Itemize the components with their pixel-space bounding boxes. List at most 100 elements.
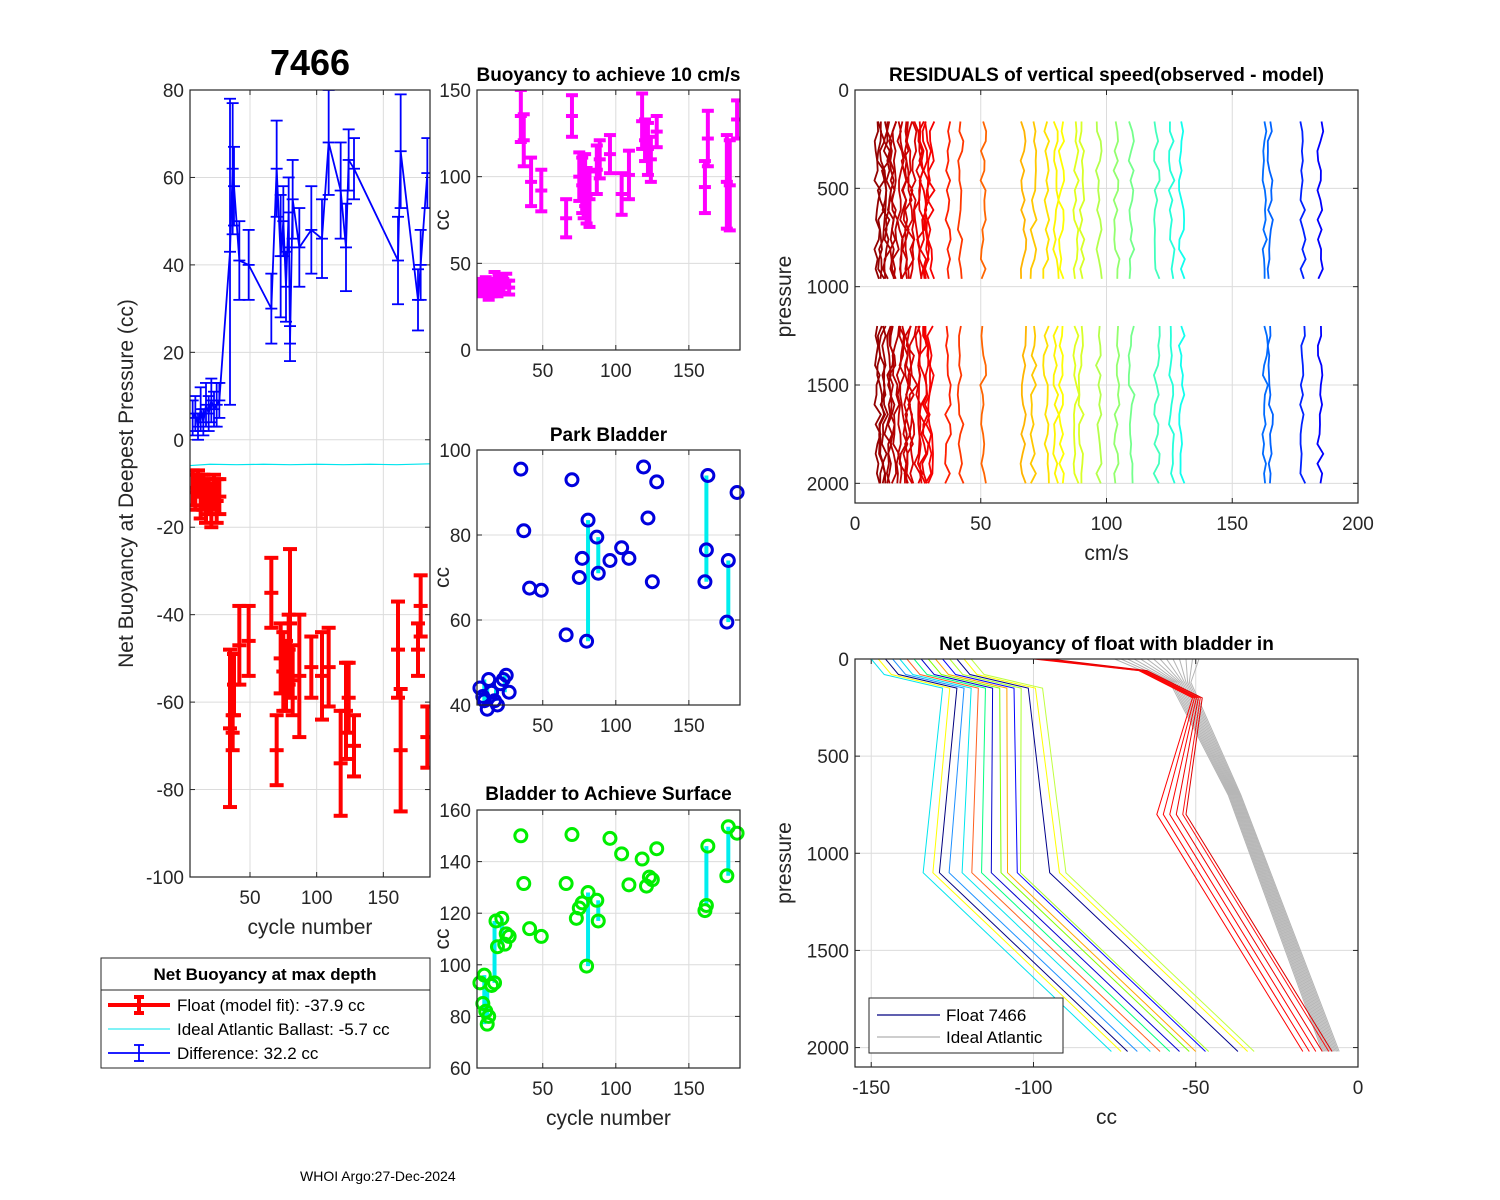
difference-errorbar-point — [340, 202, 352, 293]
data-marker — [580, 512, 596, 528]
ideal-atlantic-profile — [1185, 659, 1338, 1052]
difference-errorbar-point — [334, 141, 347, 240]
chart-title: Buoyancy to achieve 10 cm/s — [476, 65, 740, 86]
x-tick-label: 200 — [1342, 514, 1374, 535]
data-marker — [640, 510, 656, 526]
data-marker — [602, 830, 618, 846]
buoyancy-errorbar-point — [650, 114, 663, 150]
y-axis-label: cc — [431, 929, 454, 950]
buoyancy-errorbar-point — [517, 112, 530, 169]
difference-errorbar-point — [265, 272, 278, 345]
data-marker — [636, 459, 652, 475]
data-marker — [522, 921, 538, 937]
legend-label: Ideal Atlantic — [946, 1028, 1043, 1047]
y-tick-label: 40 — [163, 256, 184, 277]
residual-profile-line — [1078, 121, 1086, 280]
float-profile-line — [956, 659, 1239, 1052]
difference-errorbar-point — [202, 395, 215, 432]
residual-profile-line — [1167, 121, 1176, 279]
data-marker — [621, 550, 637, 566]
data-marker — [484, 977, 500, 993]
data-marker — [720, 553, 736, 568]
legend-title: Net Buoyancy at max depth — [154, 965, 377, 984]
difference-errorbar-point — [322, 90, 335, 196]
float-profile-line — [906, 659, 1161, 1052]
data-marker — [634, 851, 650, 867]
data-marker — [501, 684, 517, 700]
y-tick-label: 100 — [439, 956, 471, 977]
residual-profile-line — [1113, 325, 1121, 484]
difference-errorbar-point — [392, 215, 404, 306]
data-marker — [641, 869, 657, 885]
residual-profile-line — [1042, 121, 1051, 279]
data-marker — [484, 684, 500, 700]
ideal-atlantic-profile — [1188, 659, 1339, 1052]
float-errorbar-point — [393, 686, 408, 814]
x-tick-label: 150 — [367, 888, 399, 909]
x-axis-label: cm/s — [1084, 542, 1128, 565]
chart-title: RESIDUALS of vertical speed(observed - m… — [889, 65, 1324, 86]
residual-profile-line — [904, 121, 913, 279]
x-tick-label: 50 — [239, 888, 260, 909]
x-tick-label: 50 — [532, 361, 553, 382]
buoyancy-errorbar-point — [603, 133, 616, 176]
y-tick-label: 1000 — [807, 278, 849, 299]
y-tick-label: -20 — [157, 518, 184, 539]
data-marker — [501, 928, 517, 944]
data-marker — [589, 892, 605, 908]
data-marker — [476, 967, 492, 983]
residual-profile-line — [1168, 325, 1176, 484]
data-marker — [571, 570, 587, 585]
residual-profile-line — [901, 325, 910, 484]
y-tick-label: 0 — [838, 81, 849, 102]
ideal-atlantic-profile — [1140, 659, 1328, 1052]
x-tick-label: 0 — [1353, 1078, 1364, 1099]
footer-label: WHOI Argo:27-Dec-2024 — [300, 1168, 456, 1184]
y-tick-label: -100 — [146, 868, 184, 889]
y-axis-label: pressure — [773, 256, 796, 338]
y-axis-label: cc — [431, 210, 454, 231]
residual-profile-line — [918, 325, 928, 484]
float-errorbar-point — [285, 643, 300, 718]
chart-title: 7466 — [270, 42, 350, 83]
residual-profile-line — [1152, 325, 1161, 484]
y-tick-label: 60 — [450, 611, 471, 632]
bladder-surface-panel: 50 100 150 60 80 100 120 140 160 Bladder to Achie… — [431, 784, 745, 1130]
y-tick-label: 50 — [450, 254, 471, 275]
legend-box — [868, 997, 1064, 1054]
x-tick-label: 150 — [673, 1079, 705, 1100]
residual-profile-line — [1178, 121, 1186, 280]
ideal-atlantic-profile — [1179, 659, 1336, 1052]
residual-profile-line — [1299, 325, 1307, 484]
difference-errorbar-point — [293, 207, 306, 288]
axes-frame — [854, 658, 1359, 1068]
y-tick-label: 0 — [173, 431, 184, 452]
data-marker — [614, 846, 630, 862]
residual-profile-line — [916, 325, 924, 484]
axes-frame — [854, 89, 1359, 504]
park-bladder-panel: 50 100 150 40 60 80 100 Park Bladder cc — [431, 425, 745, 737]
difference-errorbar-point — [242, 229, 255, 301]
y-tick-label: 2000 — [807, 1039, 849, 1060]
data-marker — [564, 827, 580, 843]
difference-errorbar-point — [305, 185, 318, 275]
y-tick-label: 100 — [439, 441, 471, 462]
data-marker — [513, 461, 529, 477]
data-marker — [513, 828, 529, 844]
data-marker — [729, 485, 745, 500]
data-marker — [579, 633, 595, 649]
residual-profile-line — [1316, 121, 1325, 280]
y-axis-label: cc — [431, 567, 454, 588]
data-marker — [498, 667, 514, 683]
residual-profile-line — [895, 325, 905, 484]
residual-profile-line — [1266, 121, 1274, 279]
residual-profile-line — [900, 121, 910, 280]
ideal-atlantic-profile — [1166, 659, 1334, 1052]
residual-profile-line — [923, 325, 933, 484]
difference-errorbar-point — [224, 97, 236, 406]
data-marker — [621, 877, 637, 893]
axes-frame — [476, 449, 741, 706]
float-errorbar-point — [212, 477, 227, 517]
